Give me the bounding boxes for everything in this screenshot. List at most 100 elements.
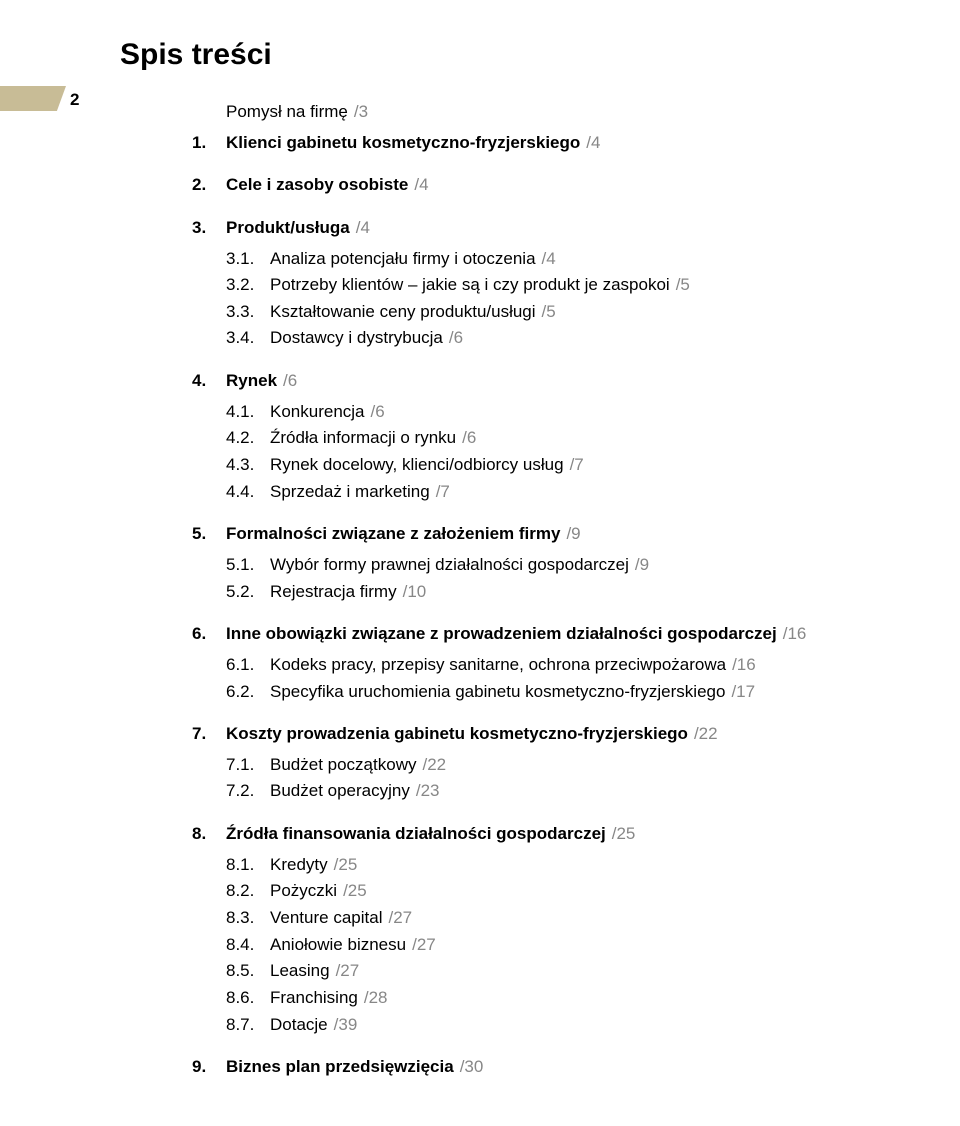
toc-entry: 5.Formalności związane z założeniem firm…: [192, 522, 880, 547]
toc-entry-title: Rynek: [226, 369, 277, 394]
toc-sub-page: /9: [635, 553, 649, 578]
toc-entry-number: 4.: [192, 369, 222, 394]
toc-sub-title: Konkurencja: [270, 400, 365, 425]
toc-entry: 7.Koszty prowadzenia gabinetu kosmetyczn…: [192, 722, 880, 747]
toc-sub-entry: 4.3.Rynek docelowy, klienci/odbiorcy usł…: [226, 453, 880, 478]
toc-sub-number: 8.6.: [226, 986, 266, 1011]
toc-sub-entry: 3.3.Kształtowanie ceny produktu/usługi/5: [226, 300, 880, 325]
toc-entry-page: /25: [612, 822, 636, 847]
toc-sub-entry: 7.1.Budżet początkowy/22: [226, 753, 880, 778]
toc-sub-group: 3.1.Analiza potencjału firmy i otoczenia…: [226, 247, 880, 352]
toc-entry-number: 9.: [192, 1055, 222, 1080]
toc-sub-entry: 6.2.Specyfika uruchomienia gabinetu kosm…: [226, 680, 880, 705]
toc-sub-title: Specyfika uruchomienia gabinetu kosmetyc…: [270, 680, 725, 705]
toc-intro-page: /3: [354, 100, 368, 125]
toc-sub-page: /27: [336, 959, 360, 984]
toc-sub-page: /27: [388, 906, 412, 931]
toc-sub-group: 4.1.Konkurencja/64.2.Źródła informacji o…: [226, 400, 880, 505]
toc-sub-title: Budżet początkowy: [270, 753, 416, 778]
toc-entry-number: 2.: [192, 173, 222, 198]
table-of-contents: Pomysł na firmę /3 1.Klienci gabinetu ko…: [192, 100, 880, 1080]
toc-sub-group: 8.1.Kredyty/258.2.Pożyczki/258.3.Venture…: [226, 853, 880, 1037]
toc-sub-entry: 8.1.Kredyty/25: [226, 853, 880, 878]
toc-sub-entry: 4.2.Źródła informacji o rynku/6: [226, 426, 880, 451]
toc-sub-number: 4.1.: [226, 400, 266, 425]
toc-sub-page: /22: [422, 753, 446, 778]
toc-sub-title: Kodeks pracy, przepisy sanitarne, ochron…: [270, 653, 726, 678]
toc-sub-entry: 8.4.Aniołowie biznesu/27: [226, 933, 880, 958]
toc-sub-page: /39: [334, 1013, 358, 1038]
toc-entry: 1.Klienci gabinetu kosmetyczno-fryzjersk…: [192, 131, 880, 156]
toc-entry-number: 6.: [192, 622, 222, 647]
toc-sub-entry: 8.7.Dotacje/39: [226, 1013, 880, 1038]
toc-sub-entry: 6.1.Kodeks pracy, przepisy sanitarne, oc…: [226, 653, 880, 678]
toc-sub-entry: 8.6.Franchising/28: [226, 986, 880, 1011]
document-page: Spis treści Pomysł na firmę /3 1.Klienci…: [0, 0, 960, 1126]
toc-entry: 9.Biznes plan przedsięwzięcia/30: [192, 1055, 880, 1080]
toc-entry-number: 5.: [192, 522, 222, 547]
toc-sub-number: 4.4.: [226, 480, 266, 505]
toc-sub-number: 4.3.: [226, 453, 266, 478]
toc-sub-title: Rynek docelowy, klienci/odbiorcy usług: [270, 453, 564, 478]
toc-sub-title: Źródła informacji o rynku: [270, 426, 456, 451]
toc-sub-page: /16: [732, 653, 756, 678]
toc-entry-page: /4: [414, 173, 428, 198]
toc-entry-number: 8.: [192, 822, 222, 847]
toc-sub-title: Rejestracja firmy: [270, 580, 397, 605]
toc-sub-title: Sprzedaż i marketing: [270, 480, 430, 505]
toc-entry-page: /9: [566, 522, 580, 547]
page-title: Spis treści: [120, 38, 880, 72]
toc-sub-number: 8.4.: [226, 933, 266, 958]
toc-sub-page: /27: [412, 933, 436, 958]
toc-sub-page: /23: [416, 779, 440, 804]
toc-entry: 4.Rynek/6: [192, 369, 880, 394]
toc-sub-number: 8.2.: [226, 879, 266, 904]
toc-sub-page: /6: [371, 400, 385, 425]
toc-entry: 6.Inne obowiązki związane z prowadzeniem…: [192, 622, 880, 647]
toc-sub-entry: 8.3.Venture capital/27: [226, 906, 880, 931]
toc-entry: 8.Źródła finansowania działalności gospo…: [192, 822, 880, 847]
toc-entry-title: Źródła finansowania działalności gospoda…: [226, 822, 606, 847]
toc-entry-page: /22: [694, 722, 718, 747]
toc-sub-number: 3.3.: [226, 300, 266, 325]
toc-sub-number: 8.1.: [226, 853, 266, 878]
toc-sub-number: 8.7.: [226, 1013, 266, 1038]
toc-entry-number: 7.: [192, 722, 222, 747]
toc-sub-number: 6.2.: [226, 680, 266, 705]
toc-sub-title: Dostawcy i dystrybucja: [270, 326, 443, 351]
toc-sub-page: /4: [542, 247, 556, 272]
toc-entry-number: 3.: [192, 216, 222, 241]
toc-sub-group: 5.1.Wybór formy prawnej działalności gos…: [226, 553, 880, 604]
toc-intro-title: Pomysł na firmę: [226, 100, 348, 125]
toc-sub-number: 8.5.: [226, 959, 266, 984]
toc-sub-title: Dotacje: [270, 1013, 328, 1038]
toc-sub-entry: 8.2.Pożyczki/25: [226, 879, 880, 904]
toc-sub-page: /5: [676, 273, 690, 298]
toc-sub-number: 3.2.: [226, 273, 266, 298]
toc-sub-page: /7: [570, 453, 584, 478]
toc-sub-number: 7.1.: [226, 753, 266, 778]
toc-sub-page: /7: [436, 480, 450, 505]
toc-entry-title: Biznes plan przedsięwzięcia: [226, 1055, 454, 1080]
toc-sub-number: 4.2.: [226, 426, 266, 451]
toc-sub-entry: 8.5.Leasing/27: [226, 959, 880, 984]
toc-sub-page: /6: [462, 426, 476, 451]
toc-entry-title: Koszty prowadzenia gabinetu kosmetyczno-…: [226, 722, 688, 747]
toc-sub-entry: 4.1.Konkurencja/6: [226, 400, 880, 425]
toc-entry-title: Produkt/usługa: [226, 216, 350, 241]
toc-sub-page: /10: [403, 580, 427, 605]
toc-entry: 2.Cele i zasoby osobiste/4: [192, 173, 880, 198]
toc-entry-number: 1.: [192, 131, 222, 156]
toc-sub-title: Leasing: [270, 959, 330, 984]
toc-entry-page: /16: [783, 622, 807, 647]
toc-sub-entry: 5.2.Rejestracja firmy/10: [226, 580, 880, 605]
toc-intro: Pomysł na firmę /3: [226, 100, 880, 125]
toc-sub-page: /17: [731, 680, 755, 705]
toc-entry-title: Formalności związane z założeniem firmy: [226, 522, 560, 547]
toc-sub-title: Kształtowanie ceny produktu/usługi: [270, 300, 536, 325]
toc-sub-entry: 5.1.Wybór formy prawnej działalności gos…: [226, 553, 880, 578]
toc-sub-page: /25: [334, 853, 358, 878]
page-number: 2: [70, 90, 79, 110]
toc-sub-number: 5.2.: [226, 580, 266, 605]
toc-entry: 3.Produkt/usługa/4: [192, 216, 880, 241]
